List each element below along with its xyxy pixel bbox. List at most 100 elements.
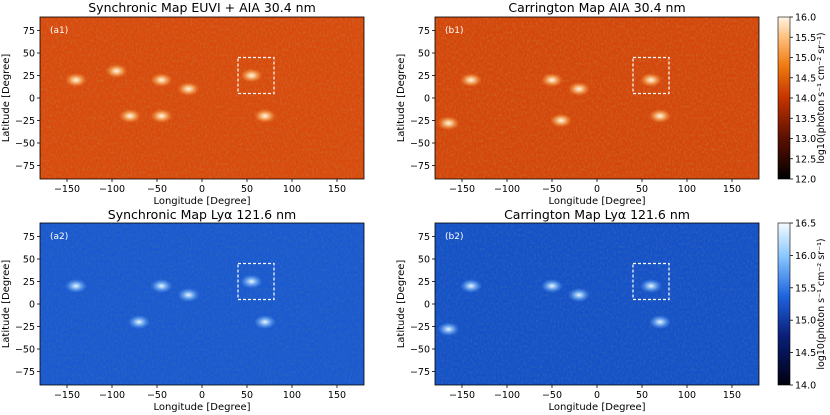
panel-b1: Carrington Map AIA 30.4 nm (b1) −150 −100… — [396, 0, 760, 207]
x-tick-label: 0 — [199, 390, 205, 401]
panel-label: (a1) — [50, 26, 68, 36]
panel-label: (b1) — [445, 26, 463, 36]
bright-region — [568, 82, 590, 96]
x-tick-label: 50 — [241, 390, 253, 401]
colorbar-tick-label: 12.5 — [795, 154, 816, 165]
colorbar-gradient — [777, 16, 791, 180]
bright-regions — [65, 64, 276, 123]
colorbar-ticks: 16.5 16.0 15.5 15.0 14.5 14.0 — [790, 219, 816, 392]
bright-region — [119, 109, 141, 123]
heatmap-texture — [40, 223, 364, 385]
y-tick-label: −25 — [410, 322, 430, 333]
y-tick-label: 25 — [23, 277, 35, 288]
x-tick-label: −100 — [99, 184, 125, 195]
colorbar-tick-label: 15.5 — [795, 283, 816, 294]
bright-region — [254, 315, 276, 329]
y-tick-label: 50 — [418, 255, 430, 266]
bright-region — [541, 279, 563, 293]
colorbar-gradient — [777, 222, 791, 386]
bright-region — [65, 279, 87, 293]
x-tick-label: −150 — [54, 390, 80, 401]
y-tick-label: −50 — [15, 345, 35, 356]
y-tick-label: 0 — [424, 94, 430, 105]
x-tick-label: 0 — [199, 184, 205, 195]
x-tick-label: −100 — [99, 390, 125, 401]
highlight-box — [237, 56, 275, 95]
x-axis-label: Longitude [Degree] — [153, 196, 250, 207]
panel-title: Synchronic Map EUVI + AIA 30.4 nm — [88, 0, 316, 15]
axis-ticks: −150 −100 −50 0 50 100 150 −75 −50 −25 0 25 50 75 — [15, 232, 346, 401]
y-tick-label: 25 — [418, 71, 430, 82]
y-axis-label: Latitude [Degree] — [1, 54, 12, 143]
y-tick-label: 75 — [418, 232, 430, 243]
bright-region — [65, 73, 87, 87]
y-axis-label: Latitude [Degree] — [1, 260, 12, 349]
bright-regions — [437, 279, 671, 337]
bright-region — [568, 288, 590, 302]
panel-a2: Synchronic Map Lyα 121.6 nm (a2) −150 −10… — [1, 207, 365, 413]
x-tick-label: 50 — [241, 184, 253, 195]
panel-title: Synchronic Map Lyα 121.6 nm — [108, 207, 296, 222]
x-axis-label: Longitude [Degree] — [153, 402, 250, 413]
colorbar-tick-label: 16.0 — [795, 13, 816, 24]
axis-ticks: −150 −100 −50 0 50 100 150 −75 −50 −25 0 25 50 75 — [410, 26, 741, 195]
x-tick-label: −150 — [54, 184, 80, 195]
y-tick-label: −75 — [15, 367, 35, 378]
bright-region — [437, 116, 460, 131]
x-tick-label: 50 — [636, 184, 648, 195]
colorbar-ticks: 16.0 15.5 15.0 14.5 14.0 13.5 13.0 12.5 12.0 — [790, 13, 816, 186]
colorbar-tick-label: 13.0 — [795, 134, 816, 145]
colorbar-tick-label: 15.5 — [795, 33, 816, 44]
x-axis-label: Longitude [Degree] — [548, 402, 645, 413]
panel-label: (b2) — [445, 232, 463, 242]
y-tick-label: 25 — [418, 277, 430, 288]
bright-regions — [65, 274, 276, 329]
y-tick-label: −25 — [15, 322, 35, 333]
colorbar-tick-label: 14.5 — [795, 348, 816, 359]
bright-region — [550, 113, 572, 128]
x-tick-label: −50 — [147, 390, 167, 401]
bright-region — [105, 64, 128, 78]
heatmap-texture — [40, 17, 364, 179]
x-tick-label: 0 — [594, 390, 600, 401]
bright-region — [649, 315, 671, 329]
colorbar-tick-label: 14.0 — [795, 94, 816, 105]
y-tick-label: 0 — [29, 94, 35, 105]
y-tick-label: 0 — [29, 300, 35, 311]
bright-region — [460, 279, 482, 293]
bright-region — [150, 109, 173, 123]
panel-label: (a2) — [50, 232, 68, 242]
y-tick-label: −25 — [15, 116, 35, 127]
bright-region — [437, 322, 460, 337]
y-tick-label: −50 — [15, 139, 35, 150]
highlight-box — [632, 262, 670, 301]
panel-title: Carrington Map Lyα 121.6 nm — [504, 207, 690, 222]
x-axis-label: Longitude [Degree] — [548, 196, 645, 207]
x-tick-label: −150 — [449, 184, 475, 195]
x-tick-label: −50 — [542, 184, 562, 195]
colorbar-tick-label: 14.5 — [795, 73, 816, 84]
colorbar-tick-label: 12.0 — [795, 175, 816, 186]
bright-region — [128, 315, 150, 329]
x-tick-label: −100 — [494, 390, 520, 401]
y-tick-label: 50 — [418, 49, 430, 60]
highlight-box — [632, 56, 670, 95]
x-tick-label: 100 — [678, 390, 696, 401]
colorbar-tick-label: 13.5 — [795, 114, 816, 125]
heatmap-texture — [435, 223, 759, 385]
axis-ticks: −150 −100 −50 0 50 100 150 −75 −50 −25 0 25 50 75 — [410, 232, 741, 401]
x-tick-label: 150 — [328, 390, 346, 401]
x-tick-label: 0 — [594, 184, 600, 195]
bright-region — [240, 68, 263, 83]
x-tick-label: −50 — [542, 390, 562, 401]
colorbar-tick-label: 14.0 — [795, 381, 816, 392]
x-tick-label: −100 — [494, 184, 520, 195]
x-tick-label: 100 — [283, 184, 301, 195]
highlight-box — [237, 262, 275, 301]
colorbar-label: log10(photon s⁻¹ cm⁻² sr⁻¹) — [816, 32, 827, 163]
bright-region — [541, 73, 563, 87]
bright-region — [649, 109, 671, 123]
x-tick-label: 150 — [723, 184, 741, 195]
panel-b2: Carrington Map Lyα 121.6 nm (b2) −150 −10… — [396, 207, 760, 413]
